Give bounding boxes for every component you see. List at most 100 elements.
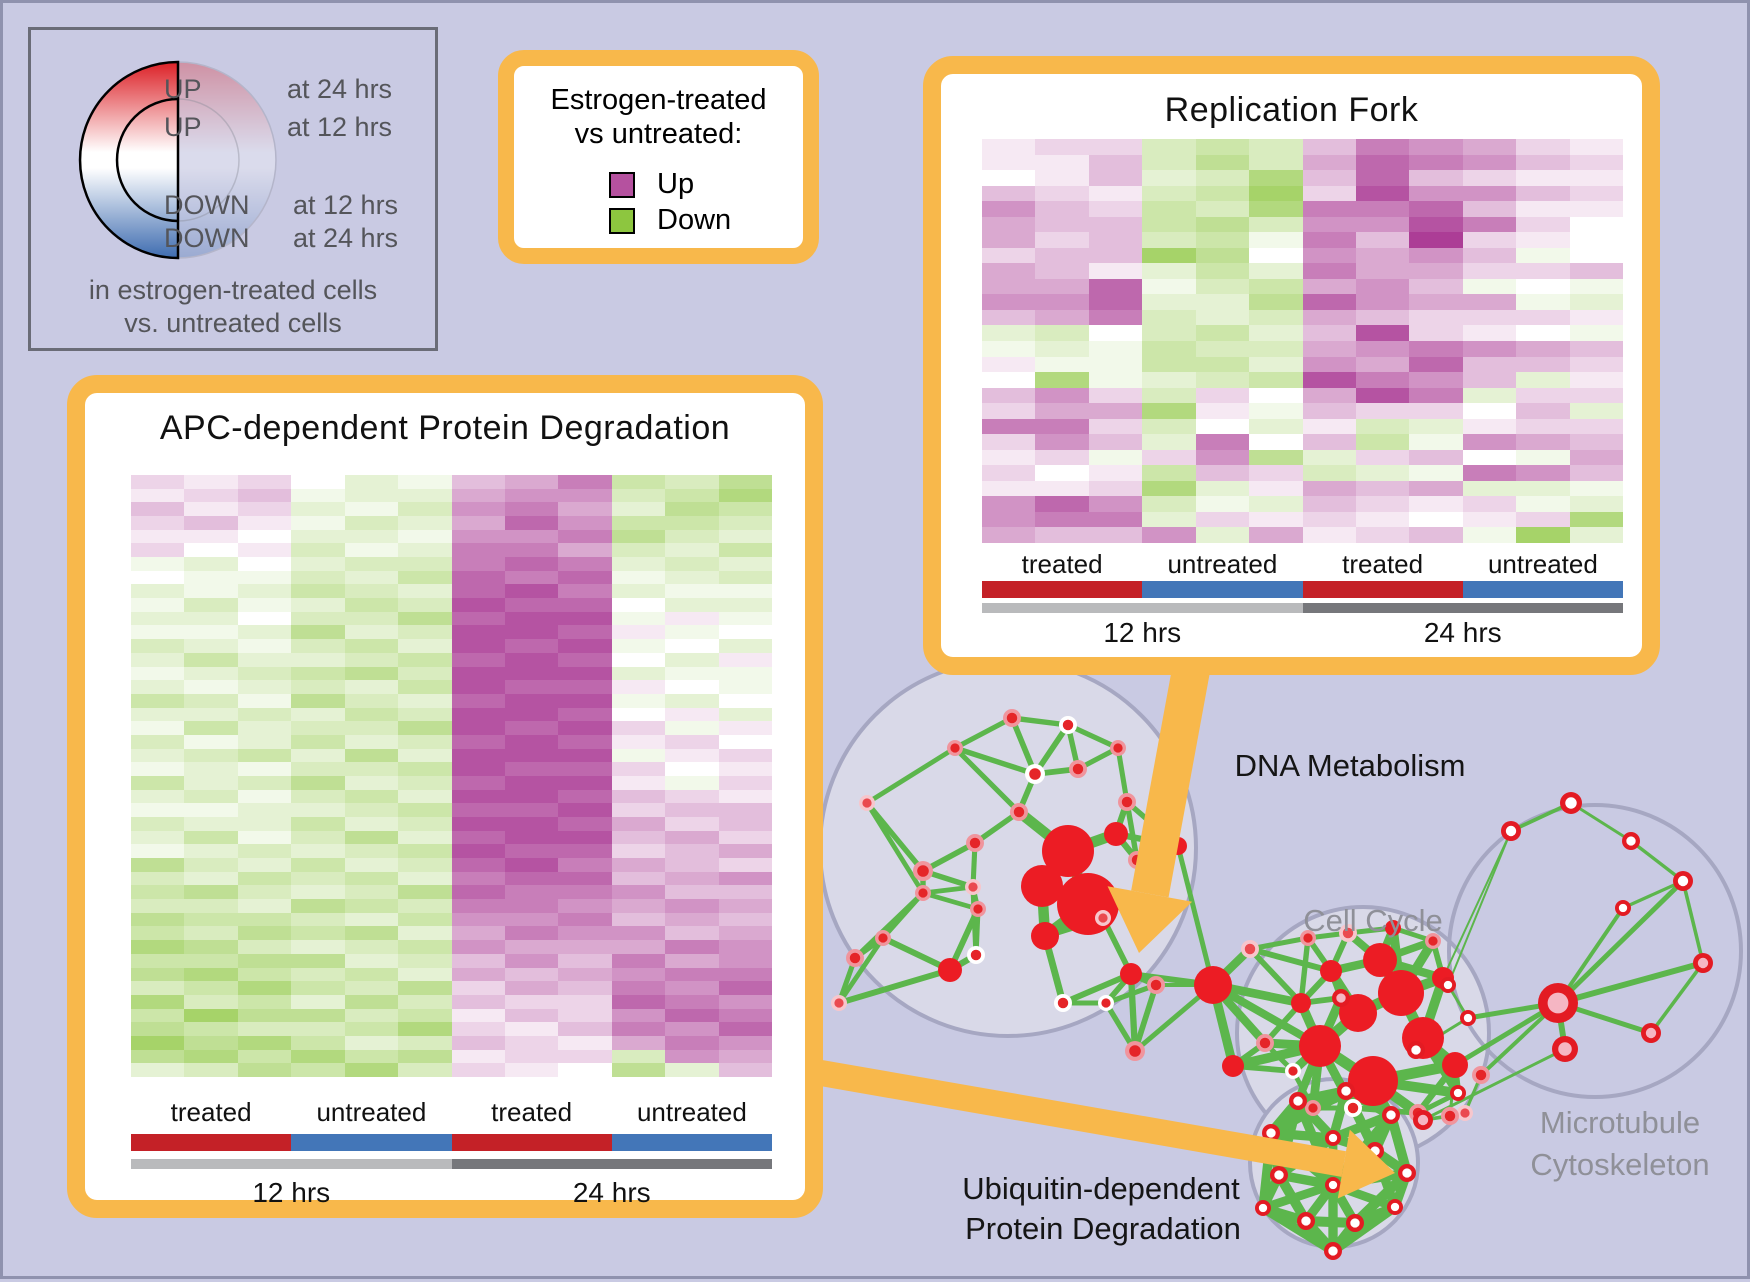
heatmap-cell [1195, 387, 1250, 404]
heatmap-cell [718, 858, 772, 872]
heatmap-cell [344, 693, 399, 708]
heatmap-cell [237, 912, 292, 927]
heatmap-cell [398, 789, 452, 804]
heatmap-cell [184, 598, 238, 612]
heatmap-cell [665, 488, 719, 503]
heatmap-cell [1035, 309, 1089, 326]
heatmap-cell [451, 488, 505, 503]
heatmap-cell [344, 844, 399, 859]
heatmap-cell [982, 434, 1036, 450]
heatmap-cell [451, 940, 505, 954]
heatmap-cell [1355, 154, 1410, 171]
heatmap-cell [1569, 418, 1623, 435]
heatmap-cell [237, 639, 292, 653]
heatmap-cell [1355, 434, 1410, 450]
heatmap-cell [1516, 170, 1570, 186]
heatmap-cell [344, 502, 399, 517]
heatmap-cell [1195, 527, 1250, 543]
heatmap-cell [1035, 403, 1089, 419]
apc-24hrs-label: 24 hrs [572, 1177, 651, 1208]
ubiquitin-degradation-label-line2: Protein Degradation [965, 1211, 1241, 1246]
network-edge [1557, 960, 1704, 1006]
heatmap-cell [1142, 325, 1196, 341]
heatmap-cell [184, 871, 238, 886]
heatmap-cell [237, 529, 292, 544]
heatmap-cell [344, 639, 399, 653]
heatmap-cell [611, 693, 666, 708]
heatmap-cell [1302, 154, 1356, 171]
heatmap-cell [131, 817, 185, 831]
heatmap-cell [237, 871, 292, 886]
heatmap-cell [1516, 511, 1570, 528]
heatmap-cell [1409, 449, 1463, 466]
heatmap-cell [451, 611, 505, 626]
heatmap-cell [665, 830, 719, 845]
heatmap-cell [1516, 294, 1570, 310]
heatmap-cell [1462, 278, 1517, 295]
heatmap-cell [558, 762, 612, 776]
network-node [1378, 970, 1424, 1016]
heatmap-cell [1195, 309, 1250, 326]
heatmap-cell [184, 475, 238, 489]
heatmap-cell [611, 967, 666, 982]
heatmap-cell [184, 926, 238, 941]
heatmap-cell [718, 1035, 772, 1050]
heatmap-cell [451, 899, 505, 913]
heatmap-cell [718, 1022, 772, 1036]
heatmap-cell [1355, 185, 1410, 202]
heatmap-cell [504, 734, 559, 749]
heatmap-cell [665, 899, 719, 913]
heatmap-cell [184, 1049, 238, 1064]
network-edge [1249, 935, 1309, 952]
heatmap-cell [1302, 465, 1356, 481]
heatmap-cell [344, 1008, 399, 1023]
heatmap-cell [344, 912, 399, 927]
heatmap-cell [237, 1008, 292, 1023]
heatmap-cell [611, 775, 666, 790]
time-bar-segment [131, 1159, 452, 1169]
heatmap-cell [237, 611, 292, 626]
heatmap-cell [1249, 527, 1303, 543]
heatmap-cell [504, 748, 559, 763]
heatmap-cell [504, 721, 559, 735]
heatmap-cell [665, 502, 719, 517]
heatmap-cell [1195, 403, 1250, 419]
heatmap-cell [398, 516, 452, 530]
heatmap-cell [1302, 341, 1356, 357]
heatmap-cell [1249, 325, 1303, 341]
heatmap-cell [982, 480, 1036, 497]
heatmap-cell [982, 154, 1036, 171]
legend-title-line1: Estrogen-treated [550, 84, 767, 116]
heatmap-cell [291, 1063, 345, 1077]
heatmap-cell [1355, 278, 1410, 295]
heatmap-cell [131, 1063, 185, 1077]
repfork-12hrs-label: 12 hrs [1103, 617, 1182, 648]
heatmap-cell [504, 899, 559, 913]
heatmap-cell [611, 803, 666, 818]
heatmap-cell [344, 529, 399, 544]
heatmap-cell [291, 926, 345, 941]
repfork-heatmap [982, 139, 1623, 543]
network-node [968, 882, 978, 892]
network-edge [1330, 1203, 1398, 1255]
heatmap-cell [982, 309, 1036, 326]
key-time-24up: at 24 hrs [287, 74, 393, 104]
heatmap-cell [237, 584, 292, 599]
heatmap-cell [291, 557, 345, 571]
network-node [1475, 1069, 1487, 1081]
heatmap-cell [131, 775, 185, 790]
network-node [1348, 1056, 1398, 1106]
heatmap-cell [558, 570, 612, 585]
heatmap-cell [131, 680, 185, 694]
heatmap-cell [291, 817, 345, 831]
heatmap-cell [1249, 341, 1303, 357]
heatmap-cell [291, 652, 345, 667]
heatmap-cell [398, 666, 452, 681]
heatmap-cell [131, 1035, 185, 1050]
network-node [1072, 763, 1084, 775]
heatmap-cell [1142, 527, 1196, 543]
heatmap-cell [504, 775, 559, 790]
heatmap-cell [665, 789, 719, 804]
heatmap-cell [718, 543, 772, 558]
heatmap-cell [1035, 201, 1089, 217]
